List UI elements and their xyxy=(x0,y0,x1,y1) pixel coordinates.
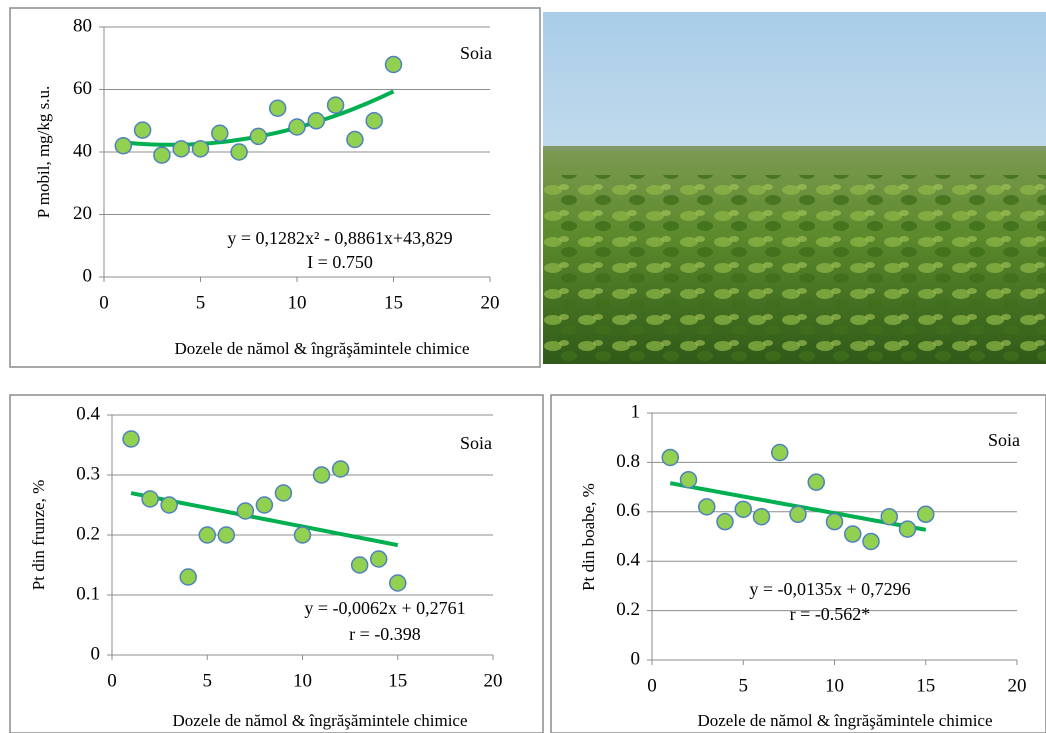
statistic: r = -0.398 xyxy=(349,624,421,644)
y-tick-label: 0.2 xyxy=(616,599,640,620)
data-point xyxy=(917,505,935,524)
data-point xyxy=(346,130,364,149)
data-point xyxy=(679,470,698,489)
data-point xyxy=(734,500,752,519)
data-point xyxy=(211,124,229,142)
y-tick-label: 0.4 xyxy=(76,403,100,424)
y-tick-label: 0.8 xyxy=(616,451,640,472)
data-point xyxy=(191,140,210,158)
statistic: I = 0.750 xyxy=(307,252,373,272)
y-tick-label: 1 xyxy=(631,401,641,422)
chart-frame xyxy=(550,394,1046,733)
x-tick-label: 15 xyxy=(384,292,403,313)
data-point xyxy=(307,112,326,130)
data-point xyxy=(880,507,898,526)
series-label: Soia xyxy=(460,433,492,453)
y-tick-label: 60 xyxy=(73,78,92,99)
data-point xyxy=(249,127,268,146)
data-point xyxy=(350,556,369,574)
y-tick-label: 0 xyxy=(631,648,641,669)
x-tick-label: 20 xyxy=(484,670,503,691)
y-tick-label: 20 xyxy=(73,203,92,224)
data-point xyxy=(825,512,844,531)
x-tick-label: 15 xyxy=(388,670,407,691)
x-tick-label: 20 xyxy=(481,292,500,313)
y-tick-label: 40 xyxy=(73,140,92,161)
y-axis-label: Pt din boabe, % xyxy=(579,483,598,591)
data-point xyxy=(389,574,407,592)
x-tick-label: 5 xyxy=(739,675,749,696)
x-axis-label: Dozele de nămol & îngrăşămintele chimice xyxy=(697,711,992,730)
x-tick-label: 10 xyxy=(825,675,844,696)
x-tick-label: 5 xyxy=(196,292,206,313)
statistic: r = -0.562* xyxy=(790,604,871,624)
x-tick-label: 0 xyxy=(99,292,109,313)
x-axis-label: Dozele de nămol & îngrăşămintele chimice xyxy=(172,711,467,730)
x-tick-label: 5 xyxy=(203,670,213,691)
data-point xyxy=(771,443,789,462)
data-point xyxy=(752,507,771,526)
data-point xyxy=(122,430,140,448)
data-point xyxy=(141,490,159,508)
field-photo xyxy=(543,12,1046,364)
series-label: Soia xyxy=(460,43,492,63)
data-point xyxy=(172,140,190,158)
data-point xyxy=(807,473,825,491)
data-point xyxy=(179,568,197,586)
data-point xyxy=(114,137,133,155)
series-label: Soia xyxy=(988,430,1020,450)
x-axis-label: Dozele de nămol & îngrăşămintele chimice xyxy=(174,339,469,358)
x-tick-label: 0 xyxy=(107,670,117,691)
y-axis-label: Pt din frunze, % xyxy=(29,480,48,590)
data-point xyxy=(274,484,293,502)
data-point xyxy=(255,496,274,514)
data-point xyxy=(331,460,350,478)
data-point xyxy=(716,512,734,531)
data-point xyxy=(230,143,248,161)
y-tick-label: 0.6 xyxy=(616,500,640,521)
equation: y = 0,1282x² - 0,8861x+43,829 xyxy=(227,228,452,248)
chart-frame xyxy=(9,394,544,733)
data-point xyxy=(153,146,171,164)
equation: y = -0,0062x + 0,2761 xyxy=(304,598,465,618)
x-tick-label: 15 xyxy=(916,675,935,696)
data-point xyxy=(369,550,388,568)
x-tick-label: 20 xyxy=(1008,675,1027,696)
x-tick-label: 10 xyxy=(293,670,312,691)
y-tick-label: 0 xyxy=(83,265,93,286)
y-tick-label: 80 xyxy=(73,15,92,36)
data-point xyxy=(293,526,312,544)
data-point xyxy=(844,525,862,543)
x-tick-label: 0 xyxy=(647,675,657,696)
y-tick-label: 0.1 xyxy=(76,583,100,604)
data-point xyxy=(217,526,236,544)
data-point xyxy=(698,498,716,516)
data-point xyxy=(661,448,679,467)
data-point xyxy=(384,55,403,74)
x-tick-label: 10 xyxy=(288,292,307,313)
data-point xyxy=(288,118,306,136)
y-tick-label: 0.3 xyxy=(76,463,100,484)
data-point xyxy=(236,502,255,520)
y-tick-label: 0.2 xyxy=(76,523,100,544)
data-point xyxy=(326,96,345,114)
y-tick-label: 0 xyxy=(91,643,101,664)
data-point xyxy=(312,466,331,484)
chart-frame xyxy=(9,7,541,368)
data-point xyxy=(198,526,216,544)
data-point xyxy=(133,121,152,139)
data-point xyxy=(862,532,880,551)
y-tick-label: 0.4 xyxy=(616,550,640,571)
data-point xyxy=(160,496,178,514)
equation: y = -0,0135x + 0,7296 xyxy=(749,579,910,599)
data-point xyxy=(898,520,917,538)
data-point xyxy=(789,505,807,524)
y-axis-label: P mobil, mg/kg s.u. xyxy=(34,86,53,219)
data-point xyxy=(365,112,383,130)
data-point xyxy=(268,99,287,117)
